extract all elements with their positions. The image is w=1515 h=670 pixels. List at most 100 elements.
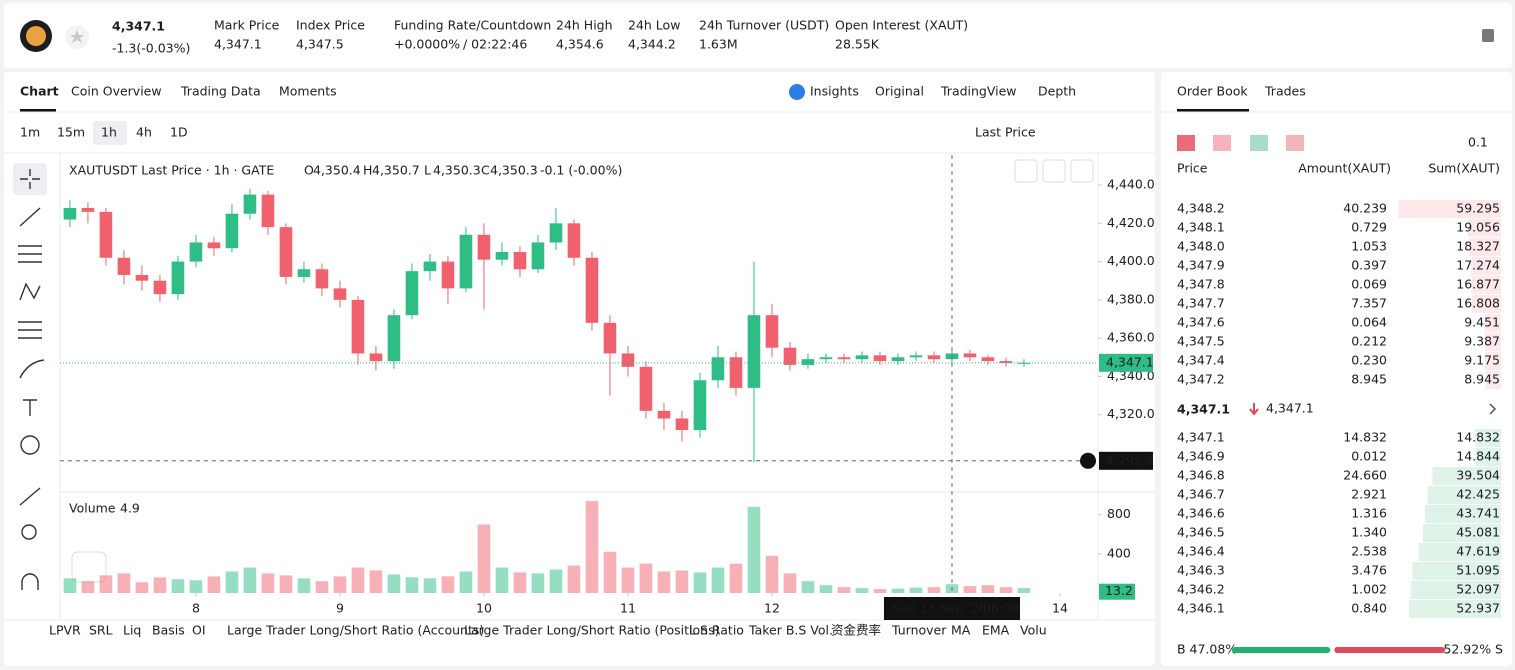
interval[interactable]: 1m [20,125,40,140]
add-alert[interactable] [1080,452,1096,469]
volume-bar [1017,588,1031,593]
book-layout-button[interactable] [1250,135,1268,151]
volume-bar [603,551,617,593]
book-amount: 0.064 [1351,315,1387,330]
last-price-label: 4,347.1 [1106,354,1154,369]
precision[interactable]: 0.1 [1468,135,1488,150]
view-tab[interactable]: TradingView [940,84,1017,99]
book-amount: 1.340 [1351,525,1387,540]
chevron[interactable] [1489,403,1497,415]
legend-title: XAUTUSDT Last Price · 1h · GATE [69,163,274,178]
stat-label: 24h High [556,18,613,33]
depth-bar [1410,581,1501,599]
volume-value: 4.9 [120,501,140,516]
stat-value: 4,344.2 [628,37,676,52]
time-tick-label: 10 [476,601,492,616]
book-amount: 0.840 [1351,601,1387,616]
volume-bar [513,572,527,593]
volume-bar [117,573,131,593]
candle-body [855,355,869,360]
price-tick-label: 4,320.0 [1107,406,1155,421]
volume-bar [81,581,95,593]
book-sum: 45.081 [1456,525,1500,540]
book-tab[interactable]: Trades [1264,84,1306,99]
indicator[interactable]: Liq [123,623,141,638]
book-amount: 3.476 [1351,563,1387,578]
book-sum: 18.327 [1456,239,1500,254]
view-tab[interactable]: Insights [810,84,859,99]
view-tab[interactable]: Original [875,84,924,99]
chart-button[interactable] [1070,159,1094,183]
book-amount: 2.921 [1351,487,1387,502]
interval[interactable]: 1h [101,125,117,140]
book-price: 4,346.8 [1177,468,1225,483]
indicator[interactable]: Taker B.S Vol. [748,623,833,638]
depth-bar [1425,505,1501,523]
book-sum: 39.504 [1456,468,1500,483]
indicator[interactable]: Turnover [891,623,947,638]
mark-price: 4,347.1 [1266,401,1314,416]
interval[interactable]: 1D [170,125,188,140]
indicator[interactable]: MA [951,623,971,638]
candle-body [441,261,455,289]
volume-bar [171,579,185,593]
candle-body [495,252,509,260]
book-price: 4,348.1 [1177,220,1225,235]
book-amount: 1.316 [1351,506,1387,521]
chart-button[interactable] [1014,159,1038,183]
indicator[interactable]: Basis [152,623,185,638]
ai-icon [789,84,805,100]
tab[interactable]: Coin Overview [71,84,162,99]
candle-body [531,242,545,270]
book-layout-button[interactable] [1213,135,1231,151]
indicator[interactable]: EMA [982,623,1010,638]
book-price: 4,346.3 [1177,563,1225,578]
book-layout-button[interactable] [1286,135,1304,151]
volume-bar [423,578,437,593]
tab[interactable]: Chart [20,84,59,99]
tab[interactable]: Trading Data [180,84,261,99]
book-sum: 14.832 [1456,430,1500,445]
candle-body [567,223,581,258]
interval[interactable]: 4h [136,125,152,140]
indicator[interactable]: 资金费率 [831,623,881,638]
candle-body [783,347,797,365]
stat-label: Funding Rate/Countdown [394,18,551,33]
settings-icon[interactable] [1482,29,1494,42]
book-price: 4,347.9 [1177,258,1225,273]
legend-value: 4,350.7 [372,163,420,178]
volume-bar [585,500,599,593]
sell-bar [1334,647,1445,653]
candle-body [603,322,617,354]
book-sum: 9.175 [1464,353,1500,368]
book-layout-button[interactable] [1177,135,1195,151]
interval[interactable]: 15m [57,125,85,140]
stat-label: Open Interest (XAUT) [835,18,968,33]
indicator[interactable]: SRL [89,623,113,638]
candle-body [999,361,1013,364]
price-tick-label: 4,360.0 [1107,330,1155,345]
price-type[interactable]: Last Price [975,125,1036,140]
indicator[interactable]: LPVR [49,623,81,638]
sell-ratio: 52.92% S [1443,642,1503,657]
view-tab[interactable]: Depth [1038,84,1076,99]
book-sum: 51.095 [1456,563,1500,578]
indicator[interactable]: OI [192,623,206,638]
tab[interactable]: Moments [279,84,337,99]
book-sum: 59.295 [1456,201,1500,216]
indicator[interactable]: Volu [1020,623,1047,638]
candle-body [963,353,977,358]
candle-body [837,357,851,360]
legend-value: 4,350.3 [433,163,481,178]
buy-ratio: B 47.08% [1177,642,1237,657]
indicator[interactable]: Large Trader Long/Short Ratio (Accounts) [227,623,484,638]
book-tab[interactable]: Order Book [1177,84,1248,99]
candle-body [513,252,527,270]
column-header: Sum(XAUT) [1428,161,1500,176]
indicator[interactable]: L.S Ratio [689,623,744,638]
volume-bar [297,578,311,593]
chart-button[interactable] [1042,159,1066,183]
volume-bar [243,567,257,593]
indicator[interactable]: Large Trader Long/Short Ratio (Positions… [464,623,719,638]
crosshair-tool[interactable] [13,163,47,195]
